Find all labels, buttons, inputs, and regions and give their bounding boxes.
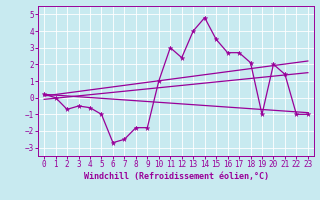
X-axis label: Windchill (Refroidissement éolien,°C): Windchill (Refroidissement éolien,°C) bbox=[84, 172, 268, 181]
